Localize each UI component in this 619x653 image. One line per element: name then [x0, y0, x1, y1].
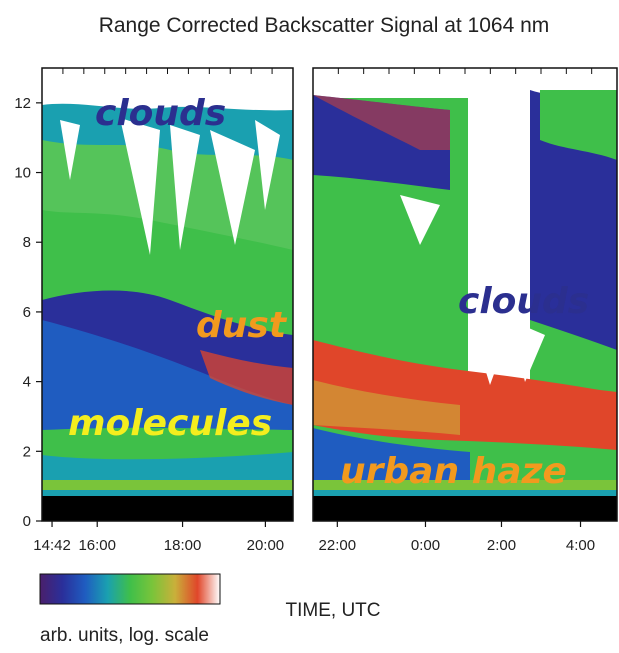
colorbar [39, 573, 221, 605]
y-tick-label: 8 [23, 234, 31, 251]
annotation-clouds-left: clouds [95, 93, 226, 134]
x-tick-label: 22:00 [319, 537, 357, 554]
y-tick-label: 6 [23, 304, 31, 321]
x-tick-label: 14:42 [33, 537, 71, 554]
x-tick-label: 2:00 [487, 537, 516, 554]
x-tick-label: 4:00 [566, 537, 595, 554]
panel-left [42, 68, 293, 521]
x-axis-label: TIME, UTC [286, 600, 381, 621]
x-axis: 14:42 16:00 18:00 20:00 22:00 0:00 2:00 4:00 [33, 68, 595, 554]
x-tick-label: 18:00 [164, 537, 202, 554]
y-tick-label: 12 [14, 95, 31, 112]
y-tick-label: 0 [23, 513, 31, 530]
y-tick-label: 10 [14, 165, 31, 182]
x-tick-label: 16:00 [78, 537, 116, 554]
x-tick-label: 20:00 [247, 537, 285, 554]
x-tick-label: 0:00 [411, 537, 440, 554]
annotation-molecules: molecules [68, 403, 272, 444]
chart-title: Range Corrected Backscatter Signal at 10… [99, 14, 550, 37]
y-tick-label: 2 [23, 443, 31, 460]
y-tick-label: 4 [23, 374, 31, 391]
annotation-urban-haze: urban haze [340, 451, 567, 492]
annotation-dust: dust [196, 305, 288, 346]
annotation-clouds-right: clouds [458, 281, 589, 322]
y-axis: 0 2 4 6 8 10 12 [14, 95, 42, 530]
colorbar-label: arb. units, log. scale [40, 625, 209, 646]
